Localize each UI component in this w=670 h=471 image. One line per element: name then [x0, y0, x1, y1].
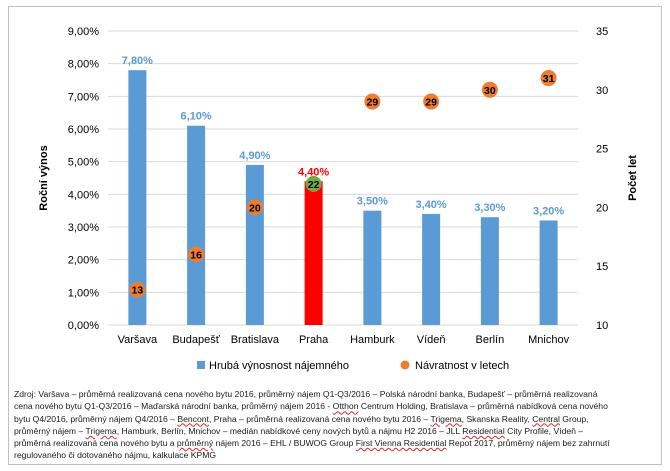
- payback-point: [364, 93, 381, 110]
- bar: [539, 220, 558, 325]
- source-line: regulovaného či dotovaného nájmu, kalkul…: [14, 449, 656, 461]
- x-tick-label: Mnichov: [528, 334, 569, 346]
- source-term-flagged: Bencont: [177, 413, 209, 424]
- bar-data-label: 6,10%: [181, 111, 212, 123]
- source-text: Repot 2017, průměrný nájem bez zahrnutí: [446, 438, 610, 449]
- y2-tick-label: 25: [596, 144, 608, 156]
- source-term-flagged: Central: [532, 413, 560, 424]
- legend-payback-swatch: [400, 360, 410, 370]
- source-term-flagged: Residential: [462, 425, 505, 436]
- payback-point: [423, 93, 440, 110]
- y2-tick-label: 35: [596, 26, 608, 38]
- y-tick-label: 4,00%: [68, 189, 99, 201]
- source-text: průměrný nájem –: [14, 425, 86, 436]
- source-text: , Praha – průměrná realizovaná cena nové…: [208, 413, 431, 424]
- source-text: Centrum Holding, Bratislava – průměrná n…: [358, 401, 608, 412]
- source-term-flagged: Trigema: [430, 413, 462, 424]
- bar: [128, 70, 147, 325]
- payback-point: [305, 175, 322, 192]
- y2-tick-label: 20: [596, 202, 608, 214]
- y-tick-label: 2,00%: [68, 255, 99, 267]
- payback-point: [129, 281, 146, 298]
- source-text: cena nového bytu Q1-Q3/2016 – Maďarská n…: [14, 401, 333, 412]
- source-line: cena nového bytu Q1-Q3/2016 – Maďarská n…: [14, 400, 656, 412]
- y2-tick-label: 10: [596, 320, 608, 332]
- source-line: průměrná realizovaná cena nového bytu a …: [14, 437, 656, 449]
- bar: [422, 213, 441, 325]
- payback-data-label: 22: [308, 179, 320, 191]
- y2-tick-label: 30: [596, 85, 608, 97]
- bar-data-label: 7,80%: [122, 55, 153, 67]
- payback-data-label: 29: [367, 97, 379, 109]
- source-text: , Hamburk, Berlín, Mnichov – medián nabí…: [116, 425, 463, 436]
- bar-data-label: 4,40%: [298, 166, 329, 178]
- x-tick-label: Budapešť: [172, 334, 220, 346]
- source-text: průměrná realizovaná cena nového bytu a: [14, 438, 177, 449]
- payback-data-label: 31: [543, 73, 555, 85]
- bar-data-label: 3,40%: [416, 199, 447, 211]
- y-tick-label: 6,00%: [68, 124, 99, 136]
- source-line: Zdroj: Varšava – průměrná realizovaná ce…: [14, 388, 656, 400]
- source-term-flagged: Trigema: [85, 425, 117, 436]
- source-text: , Skanska Reality,: [461, 413, 533, 424]
- y-tick-label: 0,00%: [68, 320, 99, 332]
- x-tick-label: Berlín: [476, 334, 505, 346]
- y-tick-label: 7,00%: [68, 91, 99, 103]
- chart: 0,00% 1,00% 2,00% 3,00% 4,00% 5,00% 6,00% 7,00%…: [38, 26, 639, 372]
- payback-point: [481, 81, 498, 98]
- payback-point: [540, 70, 557, 87]
- bar: [304, 181, 323, 325]
- y-tick-label: 9,00%: [68, 26, 99, 38]
- source-line: bytu Q4/2016, průměrný nájem Q4/2016 – B…: [14, 413, 656, 425]
- bar: [363, 210, 382, 325]
- bar-data-label: 3,20%: [533, 205, 564, 217]
- y2-tick-label: 15: [596, 261, 608, 273]
- payback-data-label: 20: [249, 202, 261, 214]
- y-tick-label: 8,00%: [68, 59, 99, 71]
- figure-frame: [8, 6, 662, 465]
- y-tick-label: 5,00%: [68, 157, 99, 169]
- source-line: průměrný nájem – Trigema, Hamburk, Berlí…: [14, 425, 656, 437]
- payback-data-label: 16: [190, 249, 202, 261]
- y-tick-label: 3,00%: [68, 222, 99, 234]
- payback-point: [246, 199, 263, 216]
- legend-bar-label: Hrubá výnosnost nájemného: [209, 360, 349, 372]
- bar-data-label: 3,50%: [357, 196, 388, 208]
- source-term-flagged: průměrný: [176, 438, 214, 449]
- x-tick-label: Vídeň: [417, 334, 446, 346]
- y-tick-label: 1,00%: [68, 287, 99, 299]
- y-axis-title: Roční výnos: [38, 145, 50, 210]
- x-tick-label: Bratislava: [231, 334, 280, 346]
- source-text: regulovaného či dotovaného nájmu, kalkul…: [14, 450, 217, 461]
- payback-data-label: 30: [484, 85, 496, 97]
- x-tick-label: Varšava: [118, 334, 158, 346]
- bar: [480, 217, 499, 325]
- source-text: Zdroj: Varšava – průměrná realizovaná ce…: [14, 389, 598, 399]
- x-tick-label: Hamburk: [350, 334, 395, 346]
- payback-data-label: 29: [425, 97, 437, 109]
- source-term-flagged: First Vienna Residential: [355, 438, 447, 449]
- source-text: bytu Q4/2016, průměrný nájem Q4/2016 –: [14, 413, 178, 424]
- bar-data-label: 3,30%: [474, 202, 505, 214]
- source-text: Group,: [559, 413, 589, 424]
- source-term-flagged: Otthon: [332, 401, 359, 412]
- x-tick-label: Praha: [299, 334, 329, 346]
- source-note: Zdroj: Varšava – průměrná realizovaná ce…: [14, 388, 656, 462]
- source-text: City Profile, Vídeň –: [504, 425, 584, 436]
- legend-bar-swatch: [197, 361, 205, 369]
- bar: [187, 125, 206, 325]
- y2-axis-title: Počet let: [627, 155, 639, 201]
- bar-data-label: 4,90%: [239, 150, 270, 162]
- payback-data-label: 13: [132, 285, 144, 297]
- source-text: nájem 2016 – EHL / BUWOG Group: [213, 438, 356, 449]
- legend-payback-label: Návratnost v letech: [415, 360, 509, 372]
- payback-point: [188, 246, 205, 263]
- bar: [245, 164, 264, 325]
